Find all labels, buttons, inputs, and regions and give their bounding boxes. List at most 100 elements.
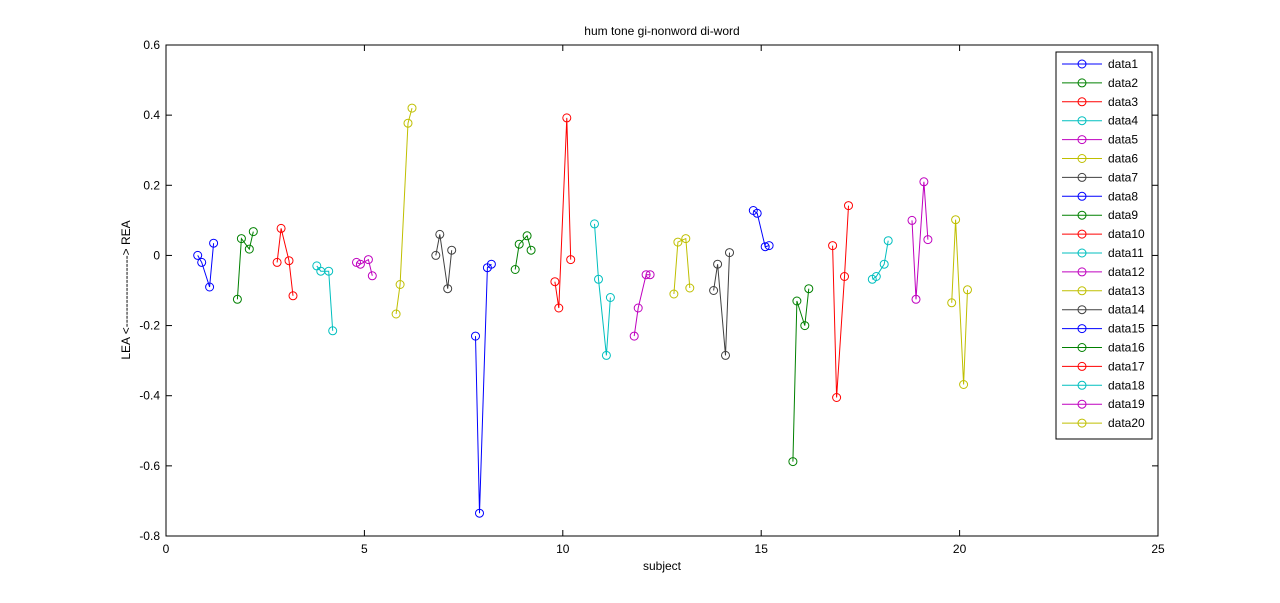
axes: 0 5 10 15 20 25 -0.8 -0.6 -0.4 -0.2 0 0.2 0.4 0.6: [139, 38, 1165, 556]
data-point: [752, 208, 762, 218]
legend-item: data16: [1062, 341, 1145, 355]
legend-label: data4: [1108, 114, 1138, 128]
x-axis-label: subject: [643, 559, 682, 573]
data-point: [363, 255, 373, 265]
data-point: [923, 235, 933, 245]
legend-label: data10: [1108, 227, 1145, 241]
data-point: [435, 229, 445, 239]
data-point: [594, 274, 603, 284]
legend-item: data18: [1062, 378, 1145, 392]
legend-item: data13: [1062, 284, 1145, 298]
legend-item: data3: [1062, 95, 1138, 109]
data-point: [514, 239, 524, 249]
data-point: [403, 118, 413, 128]
legend-marker: [1077, 59, 1087, 69]
data-point: [883, 236, 893, 246]
x-tick-label: 20: [953, 542, 967, 556]
data-point: [760, 242, 770, 252]
series-line: [633, 274, 651, 337]
series-data6: [391, 103, 417, 319]
series-line: [951, 219, 968, 385]
data-point: [725, 248, 734, 258]
legend-marker: [1077, 380, 1087, 390]
data-point: [510, 265, 520, 274]
legend-marker: [1077, 286, 1087, 296]
legend-item: data20: [1062, 416, 1145, 430]
data-point: [244, 244, 254, 254]
legend-label: data5: [1108, 133, 1138, 147]
series-line: [435, 234, 453, 289]
x-tick-label: 5: [361, 542, 368, 556]
data-point: [288, 291, 298, 301]
series-line: [356, 258, 373, 276]
data-point: [669, 289, 679, 299]
legend-item: data12: [1062, 265, 1145, 279]
legend-marker: [1077, 229, 1087, 239]
legend-label: data14: [1108, 303, 1145, 317]
data-point: [832, 393, 842, 402]
series-line: [594, 223, 611, 356]
legend-label: data20: [1108, 416, 1145, 430]
x-tick-label: 25: [1151, 542, 1165, 556]
data-point: [792, 296, 802, 306]
legend-label: data12: [1108, 265, 1145, 279]
data-point: [205, 282, 215, 292]
data-point: [367, 271, 377, 281]
data-point: [633, 303, 643, 313]
series-data2: [232, 227, 258, 304]
legend-label: data1: [1108, 57, 1138, 71]
legend-label: data9: [1108, 208, 1138, 222]
y-tick-label: 0.4: [143, 108, 160, 122]
legend-marker: [1077, 172, 1087, 182]
legend: data1 data2 data3 data4 data5 data6 data7 data8…: [1055, 51, 1153, 440]
data-point: [804, 284, 814, 294]
series-line: [554, 117, 572, 309]
y-tick-label: -0.4: [139, 389, 160, 403]
series-data9: [510, 231, 536, 274]
series-data19: [907, 177, 933, 304]
data-point: [407, 103, 417, 113]
legend-marker: [1077, 324, 1087, 334]
legend-item: data7: [1062, 170, 1138, 184]
data-point: [947, 298, 957, 308]
series-line: [832, 205, 849, 398]
data-point: [788, 457, 798, 467]
series-data11: [590, 219, 615, 360]
data-point: [447, 245, 457, 255]
legend-item: data8: [1062, 189, 1138, 203]
data-point: [919, 177, 929, 187]
data-point: [685, 283, 695, 293]
y-axis-label: LEA <------------------> REA: [119, 220, 133, 359]
series-data13: [669, 234, 695, 299]
data-point: [475, 508, 484, 518]
data-point: [562, 113, 572, 123]
data-point: [391, 309, 401, 319]
series-data10: [550, 113, 576, 313]
data-point: [713, 259, 723, 269]
series-data5: [352, 255, 377, 281]
series-data16: [788, 284, 814, 467]
legend-marker: [1077, 399, 1087, 409]
series-line: [475, 263, 492, 514]
legend-label: data19: [1108, 397, 1145, 411]
series-data7: [431, 229, 457, 294]
series-data12: [629, 270, 655, 341]
legend-label: data7: [1108, 170, 1138, 184]
data-point: [951, 215, 961, 225]
data-point: [395, 280, 405, 289]
legend-marker: [1077, 267, 1087, 277]
legend-box: [1055, 51, 1153, 440]
data-point: [963, 285, 972, 295]
series-data18: [867, 236, 893, 284]
legend-marker: [1077, 191, 1087, 201]
legend-item: data4: [1062, 114, 1138, 128]
data-point: [605, 293, 615, 302]
series-line: [276, 228, 294, 296]
series-line: [872, 240, 889, 280]
legend-label: data13: [1108, 284, 1145, 298]
data-point: [828, 241, 838, 251]
data-point: [681, 234, 691, 244]
series-line: [236, 231, 254, 300]
data-point: [721, 350, 730, 360]
